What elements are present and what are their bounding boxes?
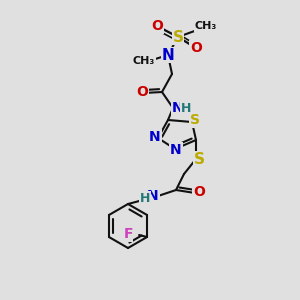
Text: O: O [190,41,202,55]
Text: F: F [123,227,133,241]
Text: CH₃: CH₃ [133,56,155,66]
Text: O: O [136,85,148,99]
Text: N: N [172,101,184,115]
Text: H: H [181,103,191,116]
Text: S: S [190,113,200,127]
Text: N: N [170,143,182,157]
Text: N: N [149,130,161,144]
Text: S: S [172,29,184,44]
Text: CH₃: CH₃ [195,21,217,31]
Text: H: H [140,191,150,205]
Text: N: N [162,47,174,62]
Text: S: S [194,152,205,166]
Text: O: O [193,185,205,199]
Text: N: N [147,189,159,203]
Text: O: O [151,19,163,33]
